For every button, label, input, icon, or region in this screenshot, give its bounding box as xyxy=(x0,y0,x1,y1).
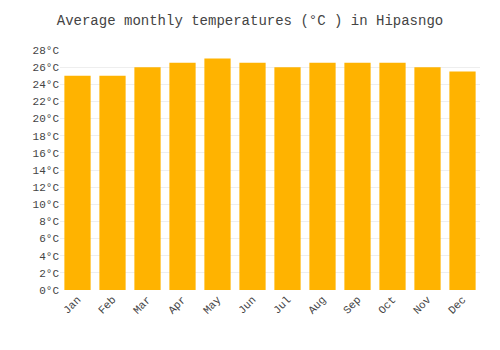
svg-text:Jul: Jul xyxy=(271,294,293,316)
svg-text:14°C: 14°C xyxy=(33,165,60,177)
svg-text:Sep: Sep xyxy=(341,294,363,316)
svg-text:May: May xyxy=(201,294,224,317)
svg-text:22°C: 22°C xyxy=(33,96,60,108)
svg-text:6°C: 6°C xyxy=(39,233,59,245)
svg-text:Nov: Nov xyxy=(411,294,434,317)
svg-text:Aug: Aug xyxy=(306,294,328,316)
svg-text:Average monthly temperatures (: Average monthly temperatures (°C ) in Hi… xyxy=(57,13,443,29)
svg-text:8°C: 8°C xyxy=(39,216,59,228)
svg-text:20°C: 20°C xyxy=(33,113,60,125)
svg-text:Feb: Feb xyxy=(96,294,118,316)
svg-text:Dec: Dec xyxy=(446,294,468,316)
svg-text:Mar: Mar xyxy=(131,294,153,316)
svg-text:Jan: Jan xyxy=(61,294,83,316)
svg-text:24°C: 24°C xyxy=(33,79,60,91)
svg-text:16°C: 16°C xyxy=(33,148,60,160)
svg-text:Oct: Oct xyxy=(376,294,398,316)
svg-text:4°C: 4°C xyxy=(39,251,59,263)
svg-text:Apr: Apr xyxy=(166,294,188,316)
svg-text:0°C: 0°C xyxy=(39,285,59,297)
svg-text:28°C: 28°C xyxy=(33,45,60,57)
svg-text:26°C: 26°C xyxy=(33,62,60,74)
svg-text:18°C: 18°C xyxy=(33,131,60,143)
svg-text:12°C: 12°C xyxy=(33,182,60,194)
svg-text:2°C: 2°C xyxy=(39,268,59,280)
svg-text:Jun: Jun xyxy=(236,294,258,316)
svg-text:10°C: 10°C xyxy=(33,199,60,211)
